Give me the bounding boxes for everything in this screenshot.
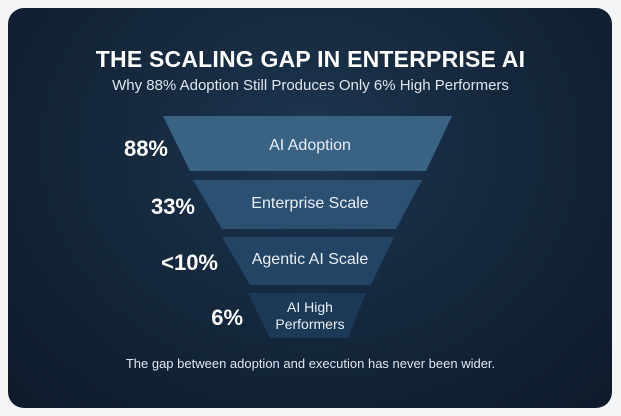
stage-label-1: Enterprise Scale xyxy=(251,195,369,212)
stage-value-2: <10% xyxy=(161,250,218,275)
funnel-stage-0 xyxy=(163,116,452,171)
funnel-stage-3 xyxy=(248,293,366,338)
stage-label-0: AI Adoption xyxy=(269,137,351,154)
subtitle: Why 88% Adoption Still Produces Only 6% … xyxy=(112,77,509,94)
stage-value-3: 6% xyxy=(211,305,243,330)
page-title: THE SCALING GAP IN ENTERPRISE AI xyxy=(95,46,526,72)
stage-label-2: Agentic AI Scale xyxy=(251,251,369,268)
funnel-stage-1 xyxy=(193,180,422,229)
funnel-stage-2 xyxy=(222,237,394,285)
stage-value-0: 88% xyxy=(123,136,168,161)
footer-note: The gap between adoption and execution h… xyxy=(125,356,496,371)
stage-label-3: AI High Performers xyxy=(275,299,345,332)
stage-value-1: 33% xyxy=(150,194,195,219)
